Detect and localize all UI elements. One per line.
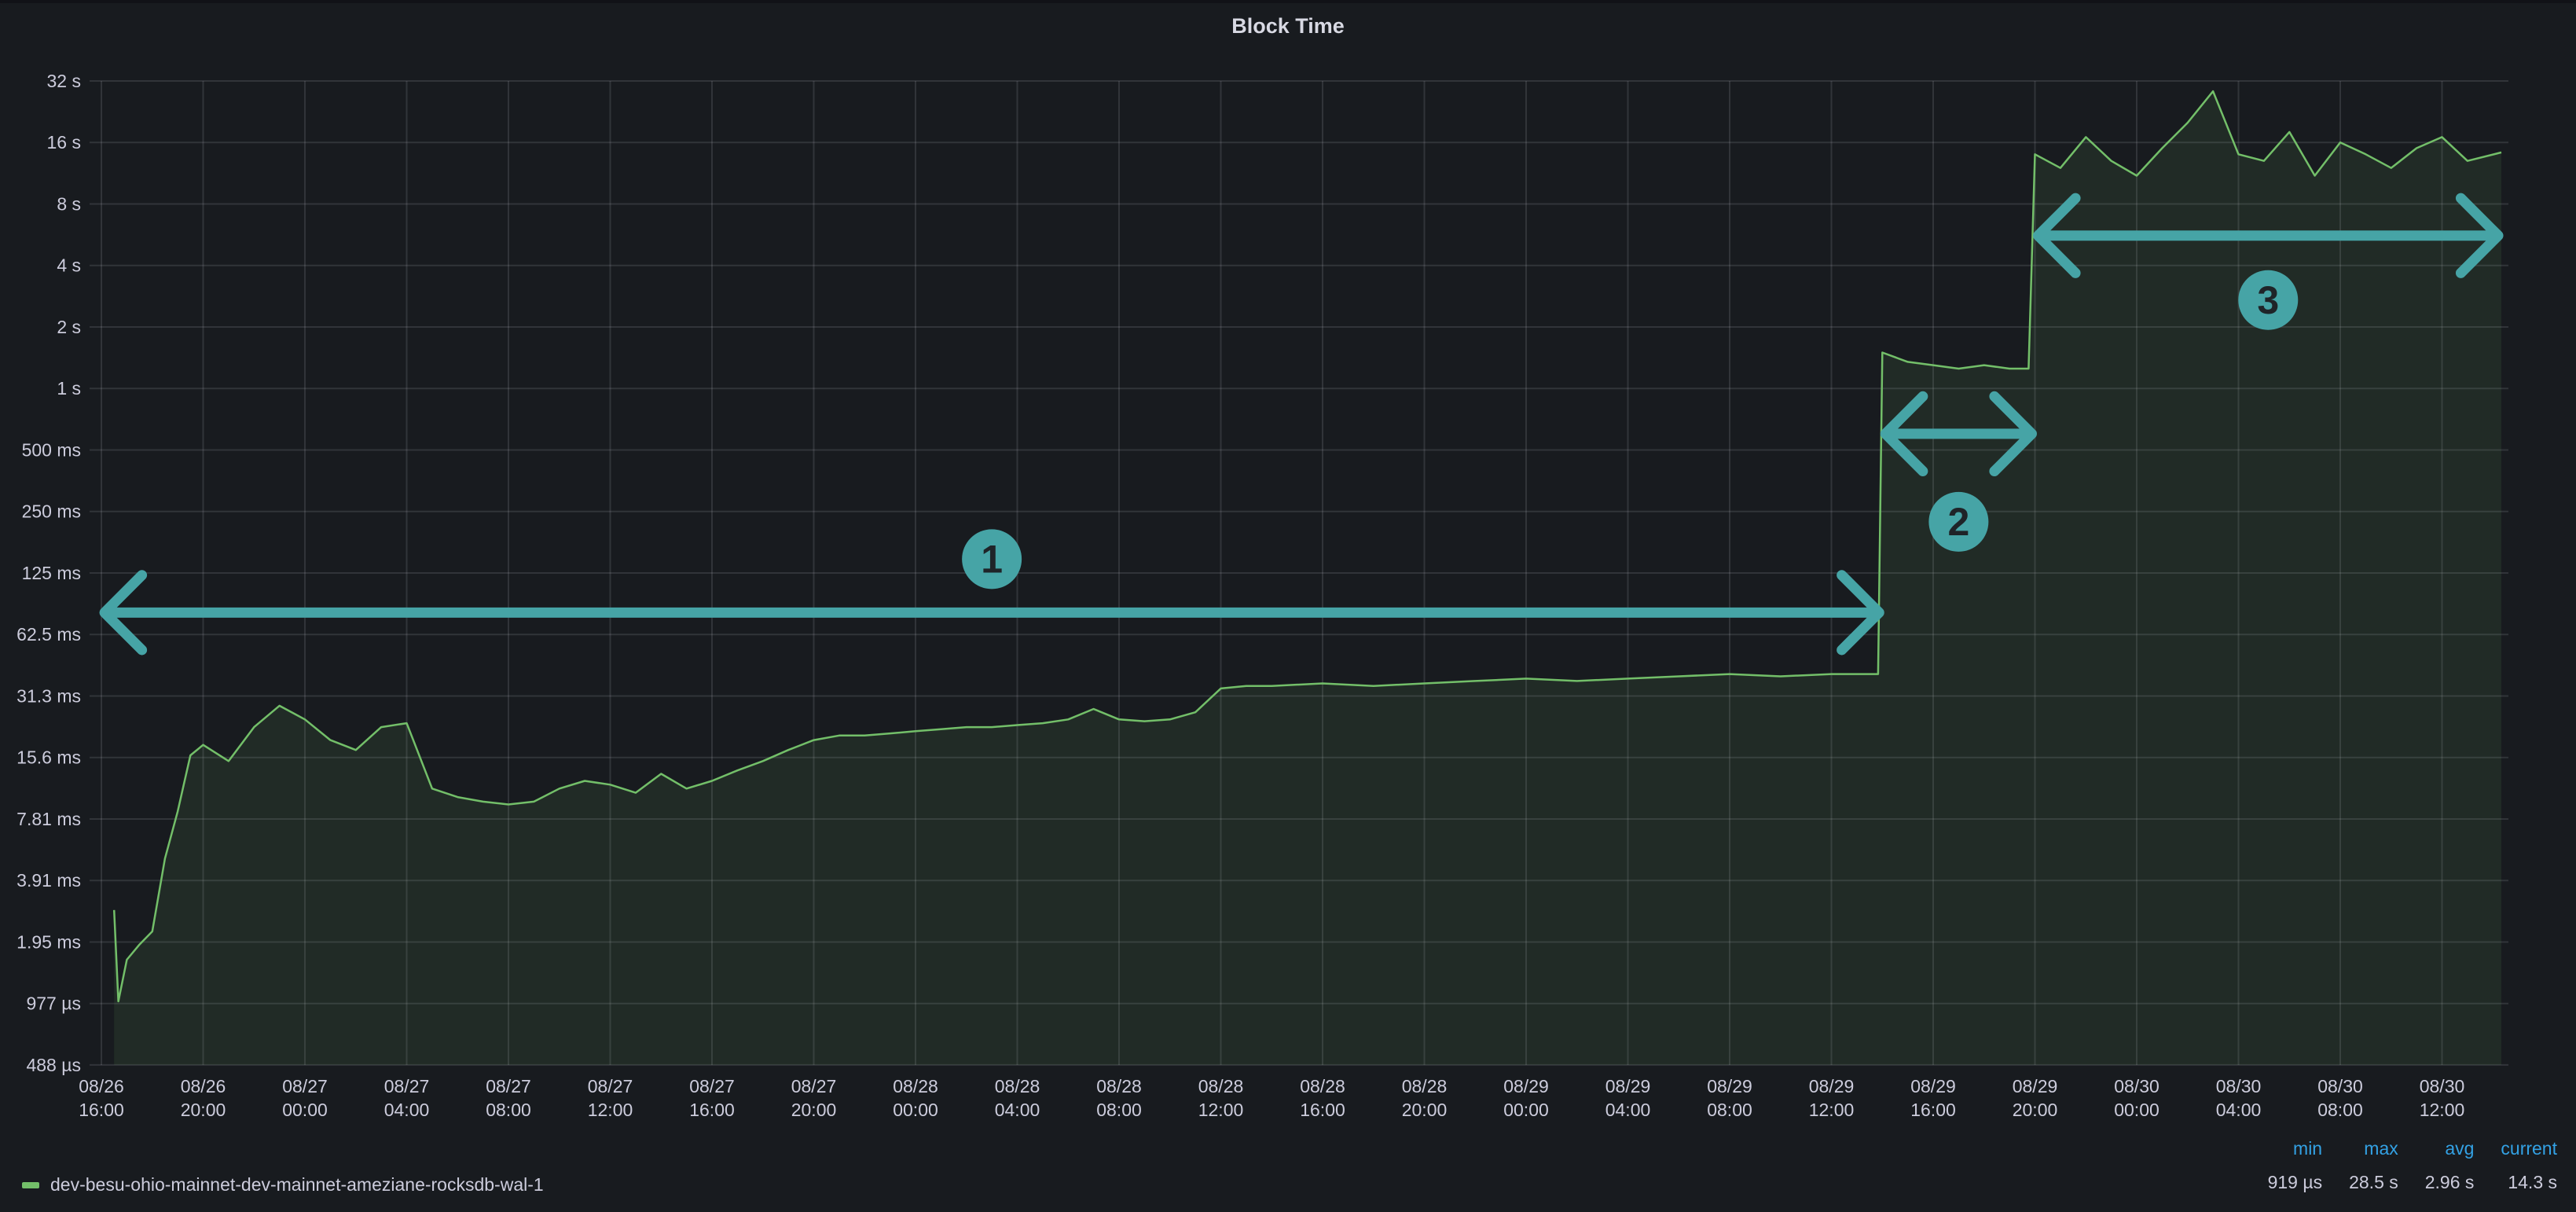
x-tick-time: 04:00 — [1605, 1100, 1651, 1120]
double-arrow-icon — [99, 570, 1884, 656]
stat-avg: 2.96 s — [2424, 1172, 2475, 1192]
x-tick-date: 08/29 — [1707, 1076, 1752, 1096]
y-tick-label: 3.91 ms — [17, 870, 81, 891]
x-tick-date: 08/28 — [1300, 1076, 1345, 1096]
y-tick-label: 7.81 ms — [17, 809, 81, 829]
x-tick-time: 16:00 — [1300, 1100, 1345, 1120]
x-tick-time: 20:00 — [1402, 1100, 1448, 1120]
stat-header-min[interactable]: min — [2293, 1138, 2323, 1159]
x-tick-date: 08/29 — [2013, 1076, 2058, 1096]
series-line — [112, 90, 2502, 1003]
annotation-badge — [1928, 491, 1989, 552]
y-tick-label: 2 s — [57, 317, 81, 337]
x-tick-time: 12:00 — [588, 1100, 633, 1120]
x-tick-date: 08/28 — [1096, 1076, 1142, 1096]
x-tick-date: 08/27 — [486, 1076, 531, 1096]
y-tick-label: 16 s — [47, 132, 81, 152]
x-tick-date: 08/30 — [2216, 1076, 2262, 1096]
annotation-badge — [2238, 270, 2299, 330]
x-tick-time: 00:00 — [1503, 1100, 1549, 1120]
x-tick-date: 08/29 — [1503, 1076, 1549, 1096]
y-tick-label: 500 ms — [22, 439, 81, 460]
x-tick-time: 04:00 — [995, 1100, 1040, 1120]
y-tick-label: 4 s — [57, 255, 81, 276]
annotation-number: 2 — [1947, 500, 1969, 544]
x-tick-date: 08/30 — [2420, 1076, 2465, 1096]
y-tick-label: 8 s — [57, 193, 81, 214]
annotation-arrow-1: 1 — [99, 529, 1884, 656]
annotation-number: 1 — [981, 537, 1003, 581]
x-tick-date: 08/30 — [2114, 1076, 2160, 1096]
stat-min: 919 µs — [2267, 1172, 2323, 1192]
x-tick-date: 08/27 — [689, 1076, 735, 1096]
double-arrow-icon — [1880, 391, 2037, 476]
x-tick-time: 16:00 — [689, 1100, 735, 1120]
x-tick-time: 00:00 — [2114, 1100, 2160, 1120]
stat-header-current[interactable]: current — [2501, 1138, 2557, 1159]
x-tick-date: 08/28 — [893, 1076, 938, 1096]
legend-series-name[interactable]: dev-besu-ohio-mainnet-dev-mainnet-amezia… — [50, 1174, 544, 1195]
x-tick-time: 16:00 — [1910, 1100, 1956, 1120]
annotation-number: 3 — [2257, 278, 2279, 322]
series-area-fill — [114, 91, 2502, 1066]
y-tick-label: 1 s — [57, 378, 81, 398]
annotation-arrow-3: 3 — [2033, 193, 2504, 330]
y-tick-label: 488 µs — [26, 1055, 81, 1075]
x-tick-date: 08/26 — [181, 1076, 226, 1096]
stat-max: 28.5 s — [2349, 1172, 2398, 1192]
x-tick-date: 08/29 — [1809, 1076, 1855, 1096]
x-tick-date: 08/27 — [588, 1076, 633, 1096]
series-color-swatch[interactable] — [22, 1181, 39, 1188]
stat-header-max[interactable]: max — [2364, 1138, 2398, 1159]
legend-item[interactable]: dev-besu-ohio-mainnet-dev-mainnet-amezia… — [22, 1174, 544, 1195]
panel-title[interactable]: Block Time — [1231, 14, 1345, 38]
x-tick-time: 00:00 — [893, 1100, 938, 1120]
x-tick-date: 08/27 — [384, 1076, 430, 1096]
x-tick-time: 04:00 — [2216, 1100, 2262, 1120]
x-tick-time: 00:00 — [282, 1100, 328, 1120]
x-tick-time: 08:00 — [486, 1100, 531, 1120]
y-tick-label: 125 ms — [22, 563, 81, 583]
top-border — [0, 0, 2576, 3]
x-tick-date: 08/28 — [1402, 1076, 1448, 1096]
y-tick-label: 250 ms — [22, 501, 81, 522]
x-tick-time: 16:00 — [79, 1100, 124, 1120]
x-tick-time: 08:00 — [1707, 1100, 1752, 1120]
x-tick-time: 12:00 — [1809, 1100, 1855, 1120]
x-tick-time: 12:00 — [1198, 1100, 1244, 1120]
y-tick-label: 32 s — [47, 71, 81, 91]
x-tick-time: 04:00 — [384, 1100, 430, 1120]
x-tick-date: 08/28 — [1198, 1076, 1244, 1096]
x-tick-time: 20:00 — [181, 1100, 226, 1120]
x-tick-date: 08/27 — [282, 1076, 328, 1096]
stat-header-avg[interactable]: avg — [2445, 1138, 2475, 1159]
x-tick-date: 08/30 — [2317, 1076, 2363, 1096]
x-tick-date: 08/29 — [1605, 1076, 1651, 1096]
annotation-arrow-2: 2 — [1880, 391, 2037, 552]
y-tick-label: 31.3 ms — [17, 685, 81, 706]
y-tick-label: 15.6 ms — [17, 747, 81, 768]
double-arrow-icon — [2033, 193, 2504, 278]
x-tick-time: 08:00 — [2317, 1100, 2363, 1120]
x-tick-time: 08:00 — [1096, 1100, 1142, 1120]
y-tick-label: 1.95 ms — [17, 931, 81, 952]
stat-current: 14.3 s — [2508, 1172, 2557, 1192]
x-tick-date: 08/26 — [79, 1076, 124, 1096]
x-tick-date: 08/28 — [995, 1076, 1040, 1096]
y-tick-label: 62.5 ms — [17, 624, 81, 645]
x-tick-date: 08/27 — [791, 1076, 837, 1096]
x-tick-date: 08/29 — [1910, 1076, 1956, 1096]
legend-stats: min max avg current 919 µs 28.5 s 2.96 s… — [2241, 1138, 2557, 1193]
y-tick-label: 977 µs — [26, 993, 81, 1014]
annotation-badge — [962, 529, 1022, 589]
x-tick-time: 12:00 — [2420, 1100, 2465, 1120]
x-tick-time: 20:00 — [2013, 1100, 2058, 1120]
x-tick-time: 20:00 — [791, 1100, 837, 1120]
